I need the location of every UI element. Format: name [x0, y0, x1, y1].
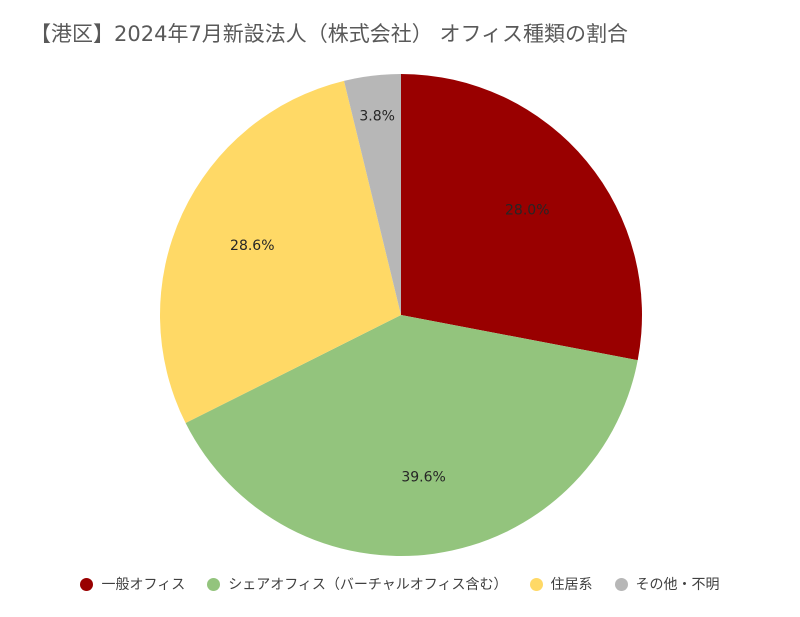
legend-marker — [80, 577, 94, 591]
data-label: 28.0% — [505, 203, 549, 219]
legend-item: 住居系 — [529, 574, 593, 594]
legend-item: その他・不明 — [614, 574, 720, 594]
chart-title: 【港区】2024年7月新設法人（株式会社） オフィス種類の割合 — [30, 22, 629, 46]
legend: 一般オフィス シェアオフィス（バーチャルオフィス含む） 住居系 その他・不明 — [0, 574, 800, 594]
pie-slice — [344, 74, 401, 315]
pie-slice — [401, 74, 642, 361]
legend-item: 一般オフィス — [80, 574, 185, 594]
data-label: 3.8% — [359, 108, 395, 124]
pie-slice — [185, 315, 638, 557]
legend-marker — [207, 577, 221, 591]
legend-label: シェアオフィス（バーチャルオフィス含む） — [228, 577, 508, 593]
legend-marker — [614, 577, 628, 591]
legend-marker — [529, 577, 543, 591]
legend-label: 一般オフィス — [101, 577, 186, 593]
legend-item: シェアオフィス（バーチャルオフィス含む） — [207, 574, 508, 594]
legend-label: 住居系 — [550, 577, 593, 593]
data-label: 39.6% — [401, 469, 445, 485]
data-label: 28.6% — [230, 238, 274, 254]
pie-slice — [159, 80, 401, 424]
legend-label: その他・不明 — [635, 577, 720, 593]
